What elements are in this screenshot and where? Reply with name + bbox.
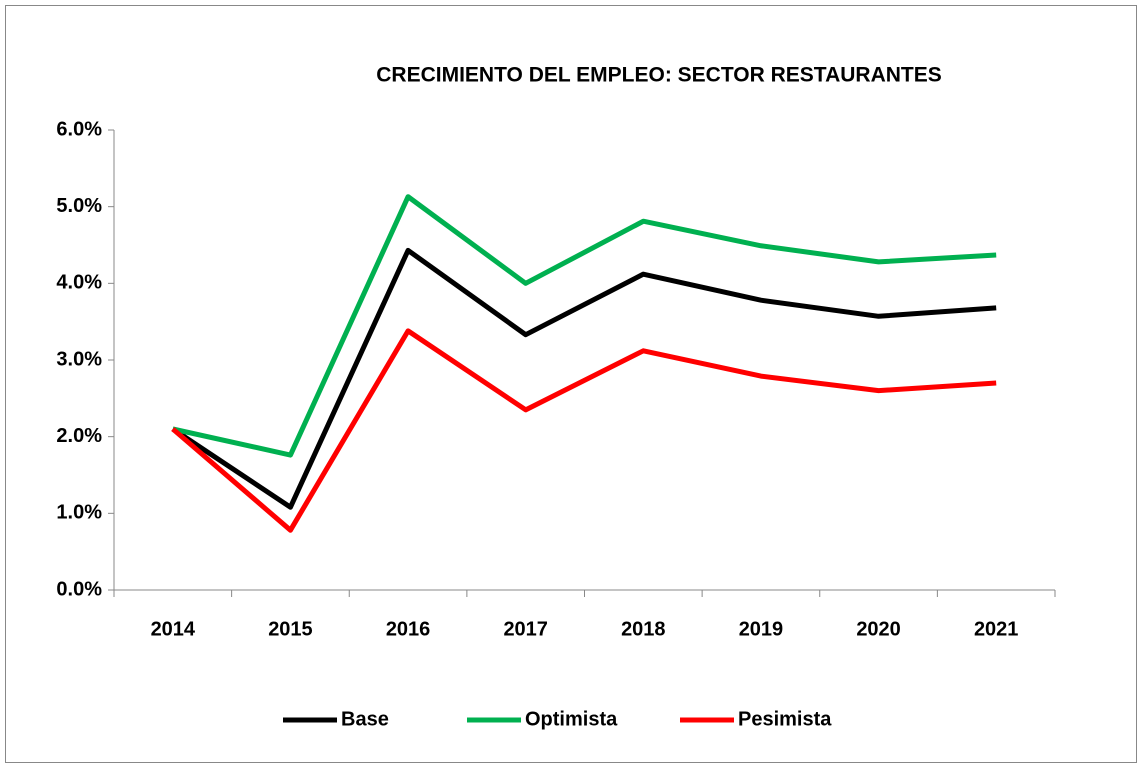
- x-tick-label: 2021: [974, 618, 1019, 640]
- series-line: [171, 247, 997, 510]
- x-tick-label: 2019: [739, 618, 784, 640]
- y-tick-label: 4.0%: [56, 272, 102, 294]
- chart-title: CRECIMIENTO DEL EMPLEO: SECTOR RESTAURAN…: [376, 64, 942, 87]
- x-tick-label: 2018: [621, 618, 666, 640]
- y-tick-label: 3.0%: [56, 348, 102, 370]
- legend-label: Base: [341, 708, 389, 730]
- legend-label: Pesimista: [738, 708, 832, 730]
- x-tick-label: 2015: [268, 618, 313, 640]
- y-tick-label: 0.0%: [56, 578, 102, 600]
- series-line: [171, 328, 997, 533]
- series-line: [172, 194, 997, 458]
- y-tick-label: 5.0%: [56, 195, 102, 217]
- legend-label: Optimista: [525, 708, 618, 730]
- x-tick-label: 2014: [151, 618, 196, 640]
- y-tick-label: 1.0%: [56, 502, 102, 524]
- x-tick-label: 2017: [503, 618, 548, 640]
- y-tick-label: 6.0%: [56, 118, 102, 140]
- x-tick-label: 2020: [856, 618, 901, 640]
- y-tick-label: 2.0%: [56, 425, 102, 447]
- x-tick-label: 2016: [386, 618, 431, 640]
